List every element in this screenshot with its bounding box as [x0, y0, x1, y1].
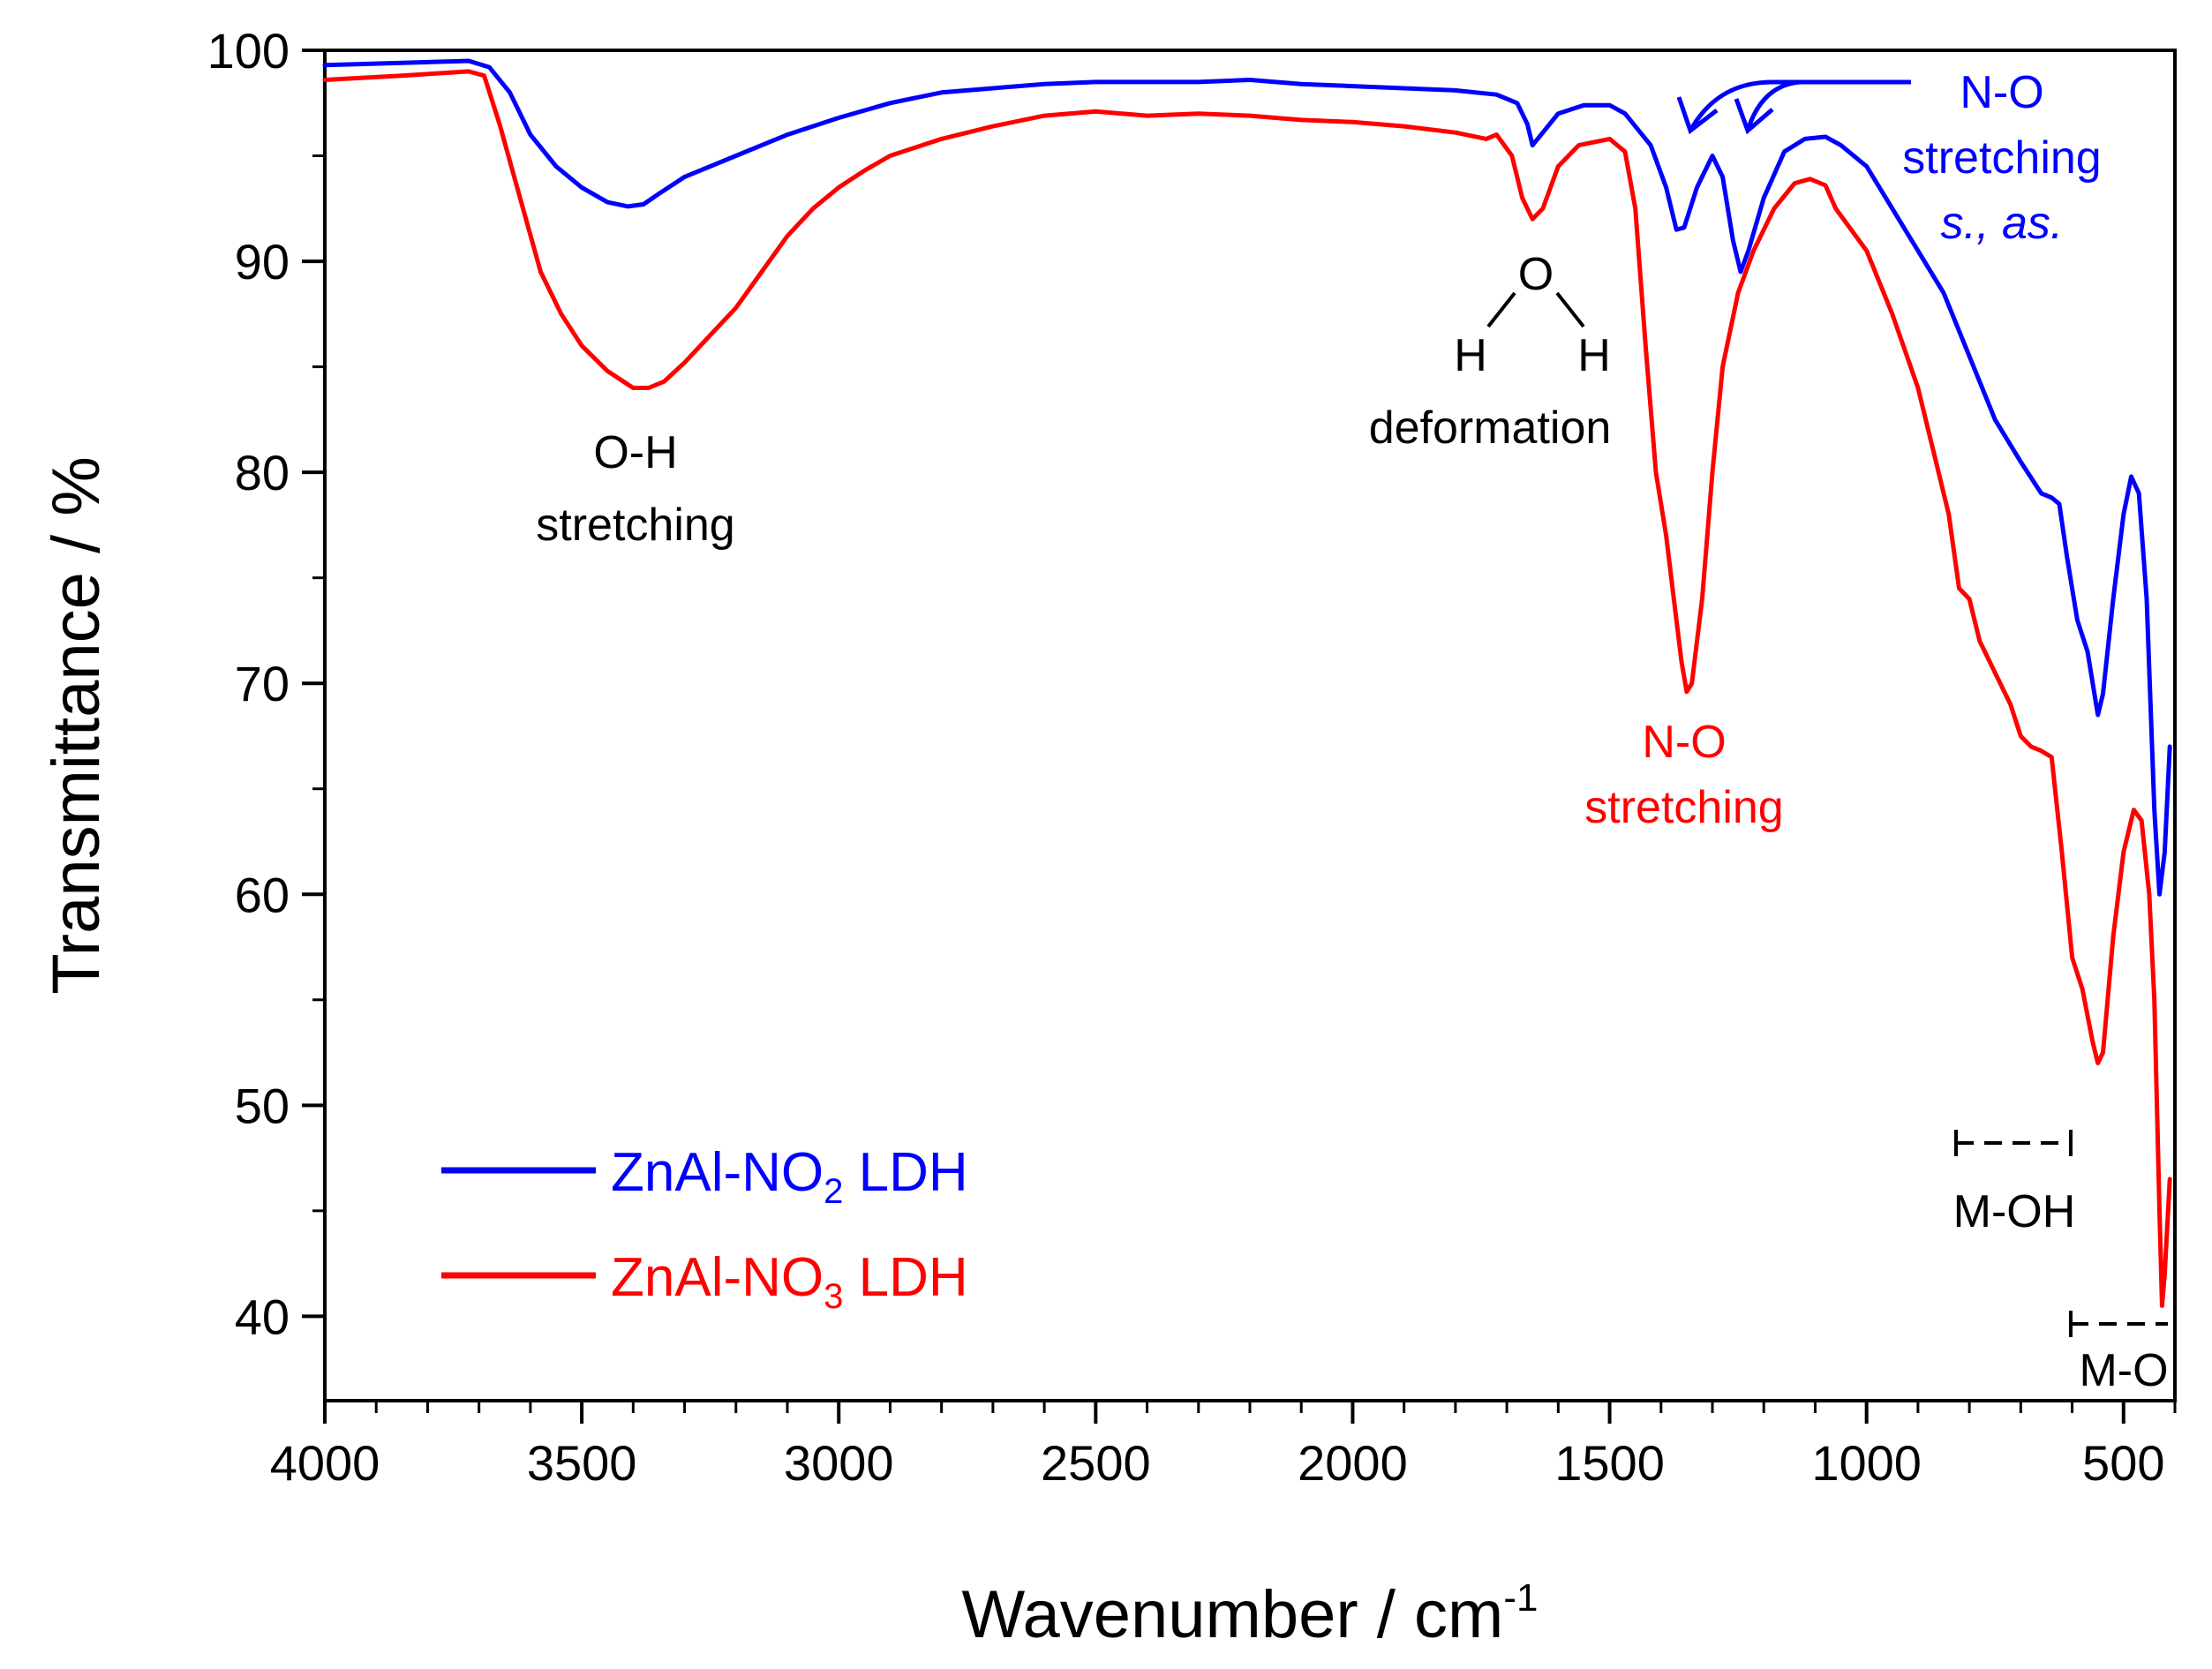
oh-label-line1: O-H [593, 427, 677, 478]
y-axis-title: Transmittance / % [39, 456, 114, 995]
legend-label-no2: ZnAl-NO2 LDH [611, 1142, 968, 1211]
x-tick-labels: 4000 3500 3000 2500 2000 1500 1000 500 [270, 1435, 2165, 1491]
y-tick-label: 50 [235, 1078, 290, 1133]
y-tick-labels: 40 50 60 70 80 90 100 [207, 23, 290, 1344]
x-tick-label: 500 [2082, 1435, 2164, 1491]
x-tick-label: 3000 [784, 1435, 894, 1491]
no2-label-line3: s., as. [1941, 198, 2064, 249]
moh-label: M-OH [1953, 1186, 2076, 1237]
no3-label-line1: N-O [1642, 717, 1726, 768]
series-line-znal-no2 [322, 58, 2172, 897]
mo-range-bracket-icon [2069, 1311, 2168, 1337]
plot-frame [323, 49, 2177, 1402]
y-tick-label: 70 [235, 656, 290, 711]
no2-label-line1: N-O [1960, 67, 2043, 118]
water-hydrogen-left: H [1454, 330, 1487, 381]
x-tick-label: 4000 [270, 1435, 380, 1491]
x-axis-title: Wavenumber / cm-1 [962, 1576, 1539, 1652]
oh-label-line2: stretching [536, 500, 734, 551]
legend: ZnAl-NO2 LDH ZnAl-NO3 LDH [441, 1142, 968, 1316]
mo-label: M-O [2079, 1345, 2168, 1396]
y-tick-label: 90 [235, 234, 290, 289]
water-hydrogen-right: H [1577, 330, 1611, 381]
x-tick-label: 1000 [1811, 1435, 1922, 1491]
y-tick-label: 80 [235, 445, 290, 500]
water-molecule-icon [1486, 291, 1585, 328]
y-tick-label: 60 [235, 867, 290, 922]
no3-label-line2: stretching [1584, 782, 1783, 833]
moh-range-bracket-icon [1954, 1130, 2073, 1156]
x-tick-label: 2000 [1298, 1435, 1408, 1491]
x-tick-label: 2500 [1041, 1435, 1151, 1491]
water-label: deformation [1369, 402, 1612, 454]
water-oxygen: O [1518, 249, 1554, 300]
series-line-znal-no3 [322, 69, 2172, 1308]
series-layer [322, 58, 2172, 1308]
y-tick-label: 100 [207, 23, 290, 79]
axis-ticks [302, 49, 2177, 1424]
legend-label-no3: ZnAl-NO3 LDH [611, 1247, 968, 1316]
no2-label-line2: stretching [1902, 132, 2101, 184]
no2-arrows-icon [1676, 79, 1911, 135]
x-tick-label: 3500 [527, 1435, 637, 1491]
x-tick-label: 1500 [1554, 1435, 1665, 1491]
y-tick-label: 40 [235, 1289, 290, 1344]
